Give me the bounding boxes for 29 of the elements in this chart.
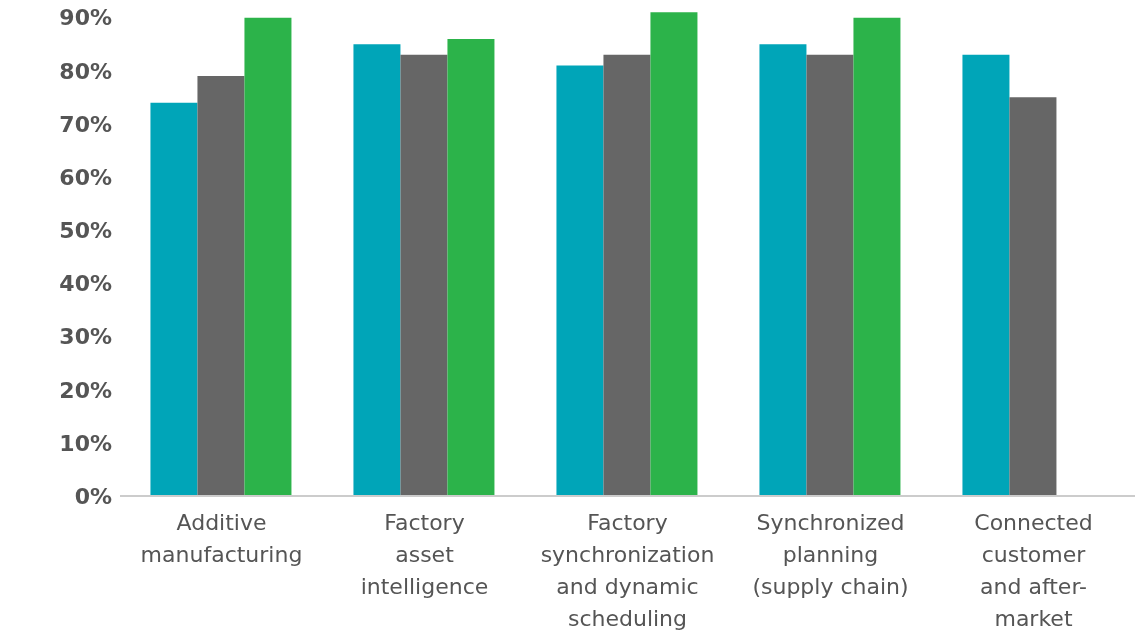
bar xyxy=(400,54,448,496)
y-tick-label: 20% xyxy=(59,377,112,403)
y-tick-label: 40% xyxy=(59,271,112,297)
bar xyxy=(150,102,198,496)
bar xyxy=(962,54,1010,496)
bar xyxy=(806,54,854,496)
bar xyxy=(853,17,901,496)
y-tick-label: 10% xyxy=(59,430,112,456)
y-tick-label: 0% xyxy=(74,483,112,509)
x-tick-label: Synchronized planning (supply chain) xyxy=(752,510,909,599)
x-tick-label: Factory synchronization and dynamic scheduling xyxy=(540,510,715,631)
y-tick-label: 60% xyxy=(59,164,112,190)
bar xyxy=(353,44,401,496)
bar xyxy=(650,12,698,496)
y-tick-label: 70% xyxy=(59,111,112,137)
bar xyxy=(447,38,495,496)
x-tick-label: Connected customer and after- market xyxy=(974,510,1093,631)
bar xyxy=(759,44,807,496)
bar xyxy=(197,76,245,496)
bar xyxy=(556,65,604,496)
y-tick-label: 90% xyxy=(59,5,112,31)
bar xyxy=(244,17,292,496)
y-tick-label: 80% xyxy=(59,58,112,84)
bar xyxy=(603,54,651,496)
y-tick-label: 30% xyxy=(59,324,112,350)
x-tick-label: Factory asset intelligence xyxy=(360,510,489,599)
y-tick-label: 50% xyxy=(59,218,112,244)
x-tick-label: Additive manufacturing xyxy=(140,510,303,567)
bar xyxy=(1009,97,1057,496)
